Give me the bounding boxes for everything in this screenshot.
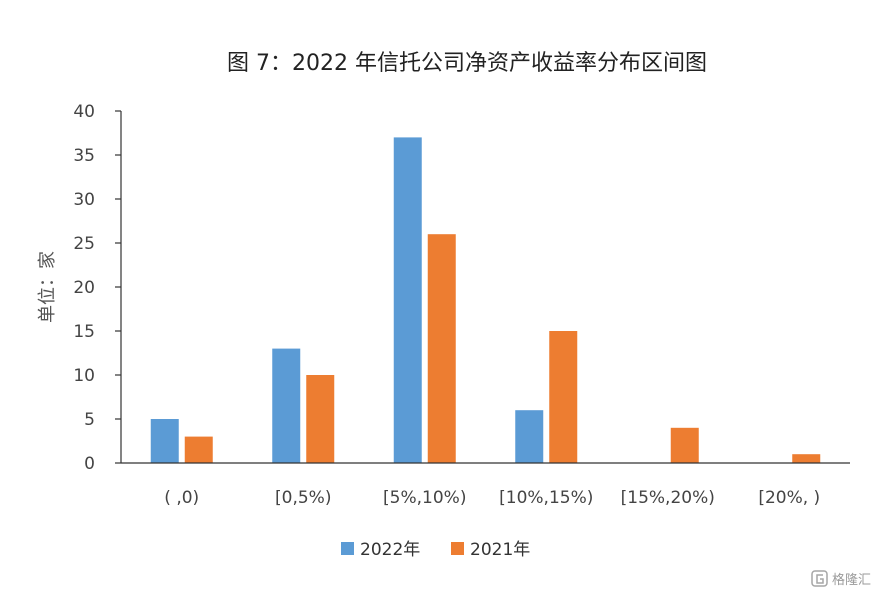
x-tick-label: [0,5%) (275, 488, 331, 508)
bar-2021年-3 (549, 331, 578, 463)
bars (150, 137, 821, 463)
bar-2021年-4 (670, 427, 699, 463)
y-tick-label: 35 (73, 146, 95, 166)
watermark-text: 格隆汇 (832, 572, 871, 588)
x-tick-label: [20%, ) (758, 488, 820, 508)
bar-2021年-1 (306, 375, 335, 463)
x-tick-label: [5%,10%) (383, 488, 466, 508)
bar-2021年-0 (184, 436, 213, 463)
legend-swatch-2021年 (451, 542, 464, 555)
legend-label-2022年: 2022年 (360, 540, 420, 560)
x-tick-label: [10%,15%) (499, 488, 593, 508)
y-axis: 0 5 10 15 20 25 30 35 40 (73, 102, 122, 474)
legend-label-2021年: 2021年 (470, 540, 530, 560)
x-tick-label: ( ,0) (164, 488, 199, 508)
legend: 2022年 2021年 (341, 540, 530, 560)
bar-2022年-2 (393, 137, 422, 463)
legend-swatch-2022年 (341, 542, 354, 555)
gelonghui-logo-icon (811, 570, 828, 587)
chart-title: 图 7：2022 年信托公司净资产收益率分布区间图 (227, 51, 707, 76)
y-tick-label: 25 (73, 234, 95, 254)
y-tick-label: 0 (84, 454, 95, 474)
y-tick-label: 30 (73, 190, 95, 210)
bar-2022年-3 (515, 410, 544, 463)
bar-2021年-2 (427, 234, 456, 463)
bar-2021年-5 (792, 454, 821, 463)
y-tick-label: 40 (73, 102, 95, 122)
y-tick-label: 20 (73, 278, 95, 298)
y-axis-label: 单位：家 (37, 251, 58, 323)
y-tick-label: 15 (73, 322, 95, 342)
bar-2022年-1 (272, 348, 301, 463)
x-tick-label: [15%,20%) (621, 488, 715, 508)
y-tick-label: 5 (84, 410, 95, 430)
y-tick-label: 10 (73, 366, 95, 386)
bar-2022年-0 (150, 419, 179, 463)
watermark: 格隆汇 (811, 570, 871, 588)
x-axis: ( ,0) [0,5%) [5%,10%) [10%,15%) [15%,20%) [20… (121, 462, 850, 508)
